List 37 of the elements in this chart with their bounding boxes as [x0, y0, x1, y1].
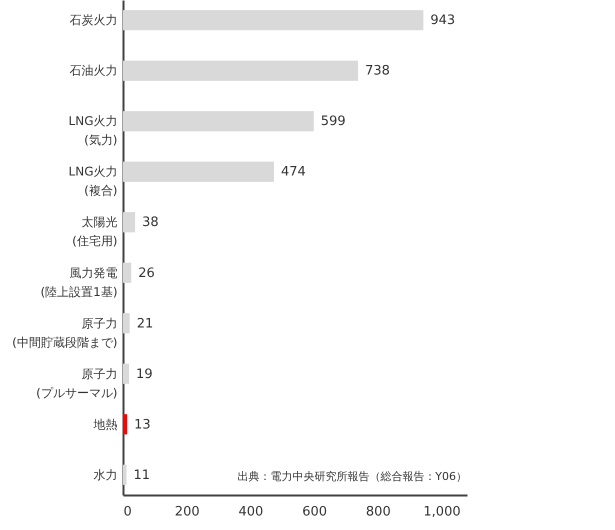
- x-tick-label: 0: [124, 504, 132, 520]
- bar: [123, 313, 130, 334]
- y-tick-label: 水力: [94, 468, 118, 482]
- bar: [123, 262, 132, 283]
- bar: [123, 162, 274, 182]
- data-label: 474: [280, 164, 306, 180]
- bar: [123, 60, 358, 81]
- y-tick-label: 原子力 (プルサーマル): [36, 366, 118, 400]
- y-tick-label: 風力発電 (陸上設置1基): [40, 266, 118, 299]
- x-tick-label: 200: [174, 504, 200, 520]
- x-tick-label: 1,000: [423, 504, 461, 520]
- data-label: 599: [320, 114, 346, 130]
- bar: [123, 212, 136, 232]
- data-label: 13: [134, 417, 151, 432]
- data-label: 38: [142, 215, 159, 230]
- y-tick-label: 石炭火力: [70, 13, 118, 28]
- x-tick-label: 800: [366, 504, 391, 520]
- data-label: 26: [138, 266, 155, 281]
- x-tick-label: 400: [238, 504, 264, 520]
- bar: [123, 364, 130, 384]
- data-label: 943: [430, 13, 456, 28]
- y-tick-label: 太陽光 (住宅用): [72, 215, 118, 248]
- data-label: 21: [136, 316, 154, 332]
- annotation: 出典：電力中央研究所報告（総合報告：Y06）: [237, 470, 467, 483]
- x-tick-label: 600: [302, 504, 328, 520]
- bar: [123, 414, 128, 434]
- y-tick-label: LNG火力 (気力): [68, 114, 118, 148]
- data-label: 11: [134, 468, 150, 483]
- bar: [123, 464, 127, 485]
- y-tick-label: 石油火力: [70, 64, 118, 78]
- y-tick-label: LNG火力 (複合): [68, 164, 118, 198]
- data-label: 19: [136, 366, 153, 382]
- y-tick-label: 原子力 (中間貯蔵段階まで): [12, 316, 118, 350]
- data-label: 738: [365, 64, 390, 79]
- bar: [123, 111, 314, 132]
- y-tick-label: 地熱: [92, 417, 118, 432]
- bar: [123, 10, 424, 30]
